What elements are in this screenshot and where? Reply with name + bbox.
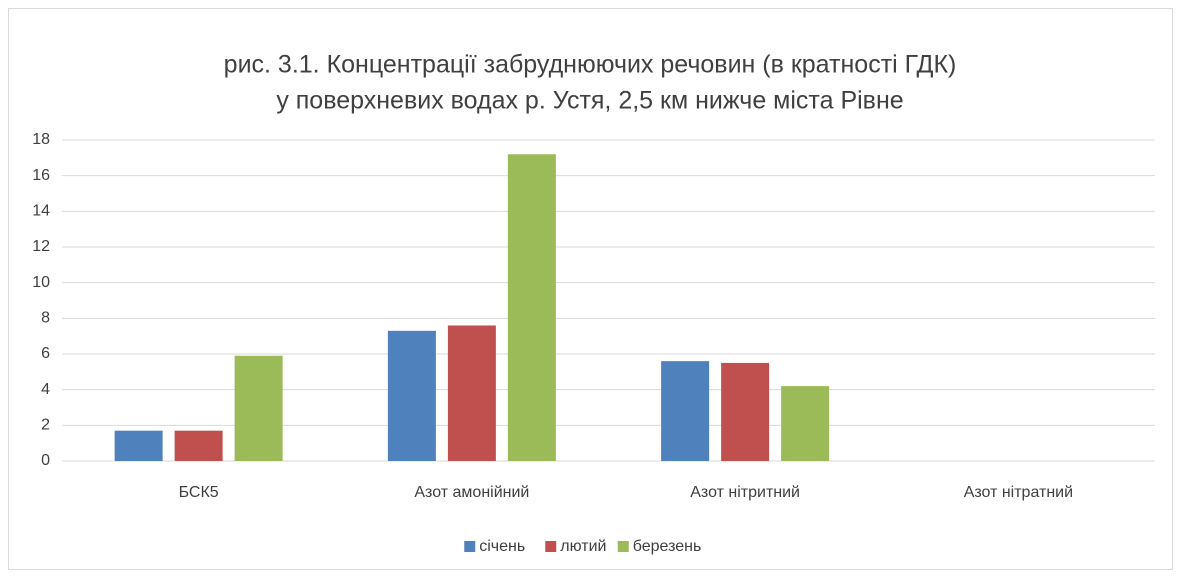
chart-border xyxy=(8,8,1173,570)
x-tick-label: Азот амонійний xyxy=(414,484,529,501)
y-tick-label: 14 xyxy=(32,203,50,220)
y-tick-label: 0 xyxy=(41,452,50,469)
y-tick-label: 6 xyxy=(41,345,50,362)
bar xyxy=(387,330,436,461)
y-tick-label: 12 xyxy=(32,238,50,255)
legend-swatch xyxy=(545,541,557,552)
legend-swatch xyxy=(617,541,629,552)
bar xyxy=(174,430,223,461)
bar xyxy=(234,355,283,461)
bar xyxy=(447,325,496,461)
legend-swatch xyxy=(464,541,476,552)
x-tick-label: БСК5 xyxy=(179,484,219,501)
x-tick-label: Азот нітритний xyxy=(690,484,800,501)
chart-title: у поверхневих водах р. Устя, 2,5 км нижч… xyxy=(276,87,903,115)
y-tick-label: 8 xyxy=(41,310,50,327)
bar xyxy=(507,154,556,461)
y-tick-label: 16 xyxy=(32,167,50,184)
y-tick-label: 4 xyxy=(41,381,50,398)
bar xyxy=(781,386,830,461)
legend-label: лютий xyxy=(560,538,606,555)
y-tick-label: 10 xyxy=(32,274,50,291)
x-tick-label: Азот нітратний xyxy=(964,484,1073,501)
bar xyxy=(721,362,770,461)
y-tick-label: 2 xyxy=(41,417,50,434)
chart-title: рис. 3.1. Концентрації забруднюючих речо… xyxy=(224,51,957,79)
legend-label: березень xyxy=(633,538,702,555)
bar xyxy=(661,361,710,461)
legend-label: січень xyxy=(479,538,525,555)
bar xyxy=(114,430,163,461)
y-tick-label: 18 xyxy=(32,131,50,148)
